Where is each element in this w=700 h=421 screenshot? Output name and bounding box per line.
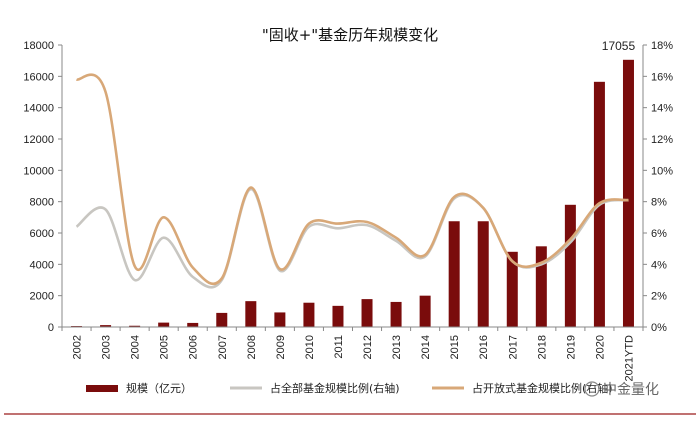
watermark: 中金量化 xyxy=(584,381,659,398)
right-axis-tick-label: 10% xyxy=(651,165,673,177)
chart-title: "固收+"基金历年规模变化 xyxy=(262,26,438,44)
bar xyxy=(419,295,431,327)
bar xyxy=(245,301,257,327)
x-axis-tick-label: 2018 xyxy=(536,335,548,359)
x-axis-tick-label: 2017 xyxy=(507,335,519,359)
left-axis-tick-label: 12000 xyxy=(23,134,54,146)
x-axis-tick-label: 2016 xyxy=(478,335,490,359)
legend-label-line-open: 占开放式基金规模比例(右轴) xyxy=(472,381,613,395)
bar xyxy=(448,221,460,327)
legend-label-line-all: 占全部基金规模比例(右轴) xyxy=(270,381,400,395)
right-axis-tick-label: 0% xyxy=(651,322,667,334)
bar xyxy=(477,221,489,327)
x-axis-tick-label: 2014 xyxy=(420,335,432,359)
bar xyxy=(129,325,141,327)
bar xyxy=(274,312,286,327)
x-axis-tick-label: 2013 xyxy=(391,335,403,359)
bar xyxy=(535,246,547,327)
left-axis-tick-label: 8000 xyxy=(30,197,54,209)
bar xyxy=(390,301,402,327)
x-axis-tick-label: 2005 xyxy=(159,335,171,359)
x-axis-tick-label: 2019 xyxy=(565,335,577,359)
wechat-icon xyxy=(584,381,600,397)
right-axis-tick-label: 14% xyxy=(651,103,673,115)
right-axis-tick-label: 6% xyxy=(651,228,667,240)
right-y-axis: 0% 2% 4% 6% 8% 10% 12% 14% 16% 18% xyxy=(642,40,673,334)
line-open-funds-ratio xyxy=(76,73,629,286)
x-axis-tick-label: 2008 xyxy=(246,335,258,359)
right-axis-tick-label: 12% xyxy=(651,134,673,146)
bar xyxy=(332,305,344,327)
left-axis-tick-label: 14000 xyxy=(23,103,54,115)
x-axis-tick-label: 2002 xyxy=(72,335,84,359)
left-axis-tick-label: 10000 xyxy=(23,165,54,177)
x-axis-tick-label: 2003 xyxy=(101,335,113,359)
right-axis-tick-label: 4% xyxy=(651,259,667,271)
watermark-text: 中金量化 xyxy=(603,382,659,398)
annotations: 17055 xyxy=(602,39,636,53)
x-axis-tick-label: 2007 xyxy=(217,335,229,359)
x-axis-tick-label: 2009 xyxy=(275,335,287,359)
bar xyxy=(158,322,170,327)
x-axis-tick-label: 2012 xyxy=(362,335,374,359)
left-axis-tick-label: 0 xyxy=(48,322,54,334)
bar xyxy=(361,299,373,327)
bar xyxy=(100,325,112,327)
x-axis-tick-label: 2015 xyxy=(449,335,461,359)
left-y-axis: 0 2000 4000 6000 8000 10000 12000 14000 16000 180… xyxy=(23,40,63,334)
bar xyxy=(506,251,518,327)
legend-swatch-bar xyxy=(86,385,118,392)
bar xyxy=(564,204,576,327)
x-axis-labels: 2002 2003 2004 2005 2006 2007 2008 2009 2010 2011… xyxy=(61,326,644,382)
left-axis-tick-label: 2000 xyxy=(30,291,54,303)
right-axis-tick-label: 2% xyxy=(651,291,667,303)
wechat-icon-eye-right xyxy=(594,386,596,388)
bar xyxy=(303,302,315,327)
left-axis-tick-label: 18000 xyxy=(23,40,54,52)
legend: 规模（亿元） 占全部基金规模比例(右轴) 占开放式基金规模比例(右轴) xyxy=(86,381,613,395)
bar xyxy=(216,312,228,327)
left-axis-tick-label: 4000 xyxy=(30,259,54,271)
bar xyxy=(187,322,199,327)
left-axis-tick-label: 16000 xyxy=(23,71,54,83)
bar-series xyxy=(71,59,634,328)
right-axis-tick-label: 16% xyxy=(651,71,673,83)
line-series xyxy=(75,73,629,289)
right-axis-tick-label: 8% xyxy=(651,197,667,209)
left-axis-tick-label: 6000 xyxy=(30,228,54,240)
x-axis-tick-label: 2004 xyxy=(130,335,142,359)
bar xyxy=(622,59,634,328)
x-axis-tick-label: 2021YTD xyxy=(623,335,635,382)
x-axis-tick-label: 2020 xyxy=(594,335,606,359)
x-axis-tick-label: 2006 xyxy=(188,335,200,359)
legend-label-bar: 规模（亿元） xyxy=(126,381,192,395)
x-axis-tick-label: 2010 xyxy=(304,335,316,359)
data-label-2021ytd: 17055 xyxy=(602,39,636,53)
right-axis-tick-label: 18% xyxy=(651,40,673,52)
wechat-icon-eye-left xyxy=(588,386,590,388)
x-axis-tick-label: 2011 xyxy=(333,335,345,359)
